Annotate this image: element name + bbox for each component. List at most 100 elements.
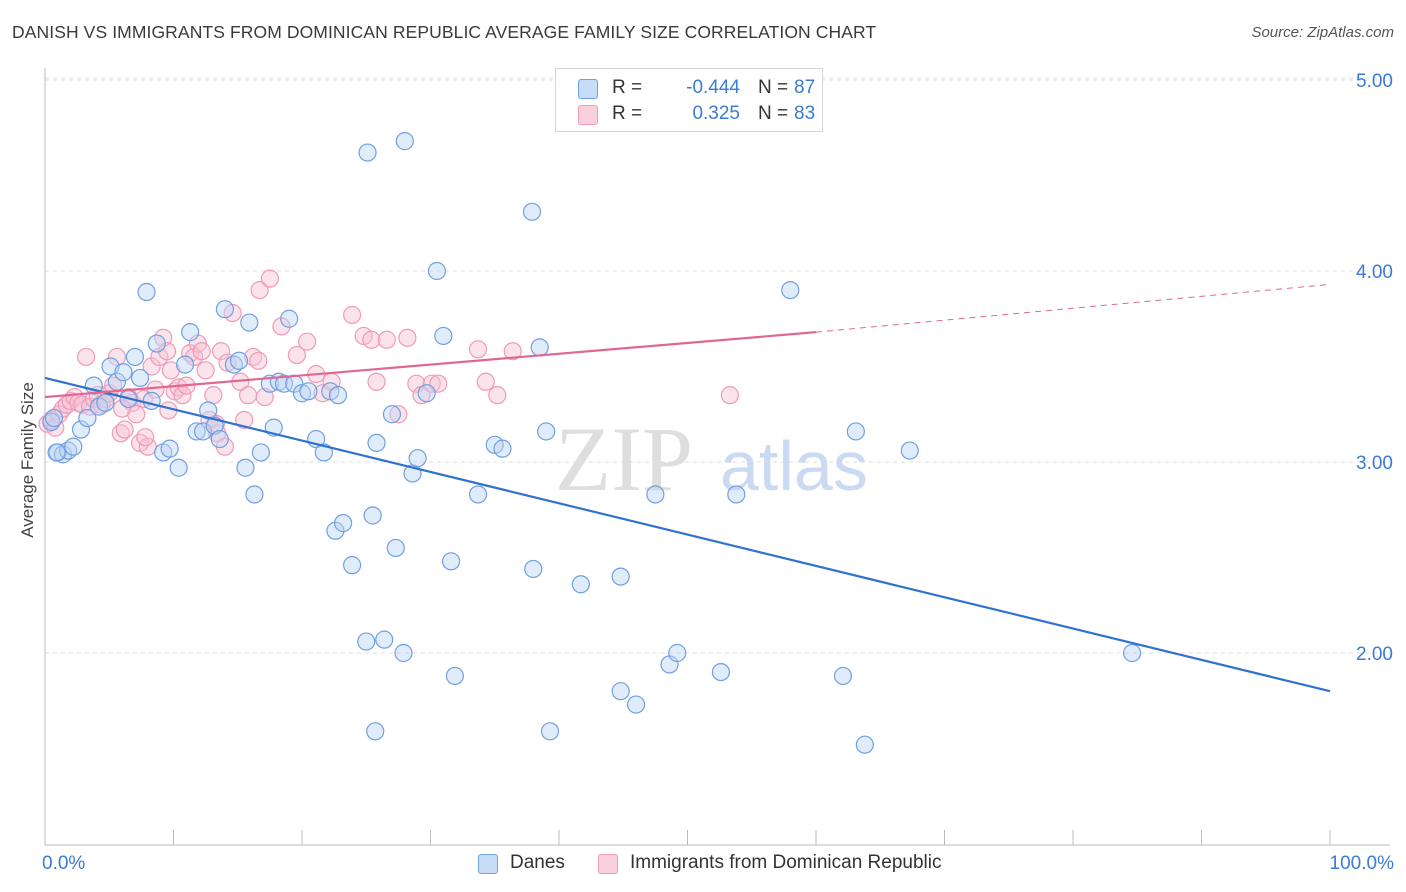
legend-n-label: N = xyxy=(758,77,789,98)
danes-point xyxy=(668,643,687,663)
danes-point xyxy=(147,334,166,353)
danes-point xyxy=(727,485,746,504)
legend-swatch-danes xyxy=(578,79,598,99)
danes-point xyxy=(142,391,161,410)
danes-point xyxy=(187,422,206,441)
danes-point xyxy=(130,368,150,388)
danes-point xyxy=(833,666,853,686)
danes-point xyxy=(137,282,156,302)
dominican-point xyxy=(238,386,258,405)
dominican-point xyxy=(218,353,237,372)
danes-point xyxy=(1123,643,1142,663)
dominican-point xyxy=(173,386,192,405)
danes-point xyxy=(611,682,630,701)
dominican-point xyxy=(362,330,381,349)
danes-point xyxy=(524,559,543,579)
danes-point xyxy=(160,439,179,458)
danes-point xyxy=(540,722,560,741)
danes-point xyxy=(626,695,646,714)
dominican-point xyxy=(77,347,96,367)
danes-point xyxy=(386,538,405,558)
dominican-point xyxy=(367,372,386,391)
danes-point xyxy=(530,338,549,357)
danes-point xyxy=(375,630,394,649)
danes-point xyxy=(236,458,255,477)
danes-point xyxy=(366,722,385,741)
dominican-point xyxy=(250,281,269,300)
danes-point xyxy=(44,408,64,428)
dominican-trend-extension xyxy=(815,283,1331,333)
danes-point xyxy=(711,662,731,682)
dominican-point xyxy=(287,345,306,365)
stats-legend: R = -0.444 N = 87 R = 0.325 N = 83 xyxy=(555,68,823,132)
x-tick-label: 100.0% xyxy=(1330,853,1395,874)
danes-point xyxy=(181,323,200,342)
danes-point xyxy=(274,374,294,393)
tick-labels: 2.00 3.00 4.00 5.00 0.0% 100.0% xyxy=(42,71,1394,874)
dominican-point xyxy=(720,386,740,405)
danes-point xyxy=(199,401,218,420)
danes-point xyxy=(427,261,447,281)
danes-point xyxy=(646,485,665,504)
dominican-point xyxy=(298,332,317,351)
y-tick-label: 4.00 xyxy=(1356,262,1393,283)
danes-point xyxy=(125,347,145,367)
danes-point xyxy=(326,521,345,540)
legend-n-value: 87 xyxy=(794,77,816,98)
legend-r-label: R = xyxy=(612,103,643,124)
dominican-point xyxy=(142,357,161,376)
danes-point xyxy=(78,408,97,428)
y-tick-label: 3.00 xyxy=(1356,453,1393,474)
legend-label-dominican: Immigrants from Dominican Republic xyxy=(630,852,942,873)
danes-point xyxy=(314,443,333,462)
watermark-zip: ZIP xyxy=(555,408,693,510)
y-tick-label: 2.00 xyxy=(1356,644,1393,665)
dominican-point xyxy=(235,410,254,430)
danes-point xyxy=(522,202,542,221)
series-dominican-points xyxy=(38,269,740,456)
danes-point xyxy=(417,384,436,403)
danes-point xyxy=(367,433,386,452)
danes-trend-line xyxy=(44,376,1331,693)
legend-label-danes: Danes xyxy=(510,852,565,873)
legend-r-value: 0.325 xyxy=(692,103,740,124)
danes-point xyxy=(193,422,213,441)
chart-title: DANISH VS IMMIGRANTS FROM DOMINICAN REPU… xyxy=(12,22,877,42)
danes-point xyxy=(328,386,348,405)
danes-point xyxy=(900,441,919,460)
danes-point xyxy=(855,735,874,754)
dominican-point xyxy=(192,342,211,361)
dominican-point xyxy=(272,317,291,336)
dominican-point xyxy=(196,361,215,380)
danes-point xyxy=(445,666,465,686)
dominican-point xyxy=(398,328,417,347)
dominican-point xyxy=(112,399,132,418)
danes-point xyxy=(363,506,382,525)
dominican-point xyxy=(107,347,127,367)
danes-point xyxy=(280,309,299,328)
axes xyxy=(44,68,1390,846)
chart-source: Source: ZipAtlas.com xyxy=(1251,24,1394,41)
dominican-trend-line xyxy=(44,331,817,399)
dominican-point xyxy=(468,340,488,359)
dominican-point xyxy=(260,269,279,288)
danes-point xyxy=(96,393,115,412)
dominican-point xyxy=(115,420,134,439)
danes-point xyxy=(229,351,249,370)
danes-point xyxy=(395,132,414,151)
danes-point xyxy=(169,458,188,477)
watermark: ZIP atlas xyxy=(555,408,868,510)
dominican-point xyxy=(377,330,396,349)
dominican-point xyxy=(389,405,408,424)
danes-point xyxy=(571,575,590,594)
danes-point xyxy=(441,552,461,571)
legend-swatch-dominican xyxy=(598,854,618,874)
dominican-point xyxy=(255,387,274,407)
danes-point xyxy=(292,384,312,403)
danes-point xyxy=(468,485,488,504)
danes-point xyxy=(71,420,91,439)
danes-point xyxy=(781,281,800,300)
danes-point xyxy=(245,485,264,504)
danes-point xyxy=(210,429,229,449)
